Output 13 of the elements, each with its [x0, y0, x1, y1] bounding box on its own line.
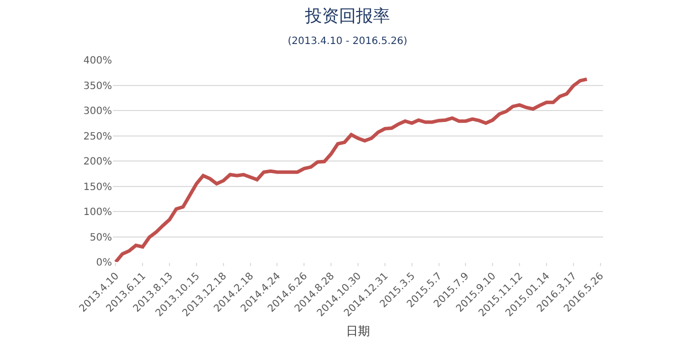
- y-tick-label: 200%: [83, 156, 112, 168]
- y-tick-label: 350%: [83, 80, 112, 92]
- chart-subtitle: (2013.4.10 - 2016.5.26): [288, 36, 408, 47]
- x-axis-title: 日期: [346, 324, 370, 338]
- y-tick-label: 50%: [90, 232, 112, 244]
- line-series: [114, 77, 589, 262]
- y-tick-label: 100%: [83, 207, 112, 218]
- y-tick-label: 0%: [96, 258, 112, 268]
- y-tick-label: 300%: [83, 106, 112, 117]
- y-tick-label: 250%: [83, 131, 112, 142]
- y-tick-label: 150%: [83, 182, 112, 193]
- chart-title: 投资回报率: [304, 6, 390, 27]
- y-tick-label: 400%: [83, 56, 112, 66]
